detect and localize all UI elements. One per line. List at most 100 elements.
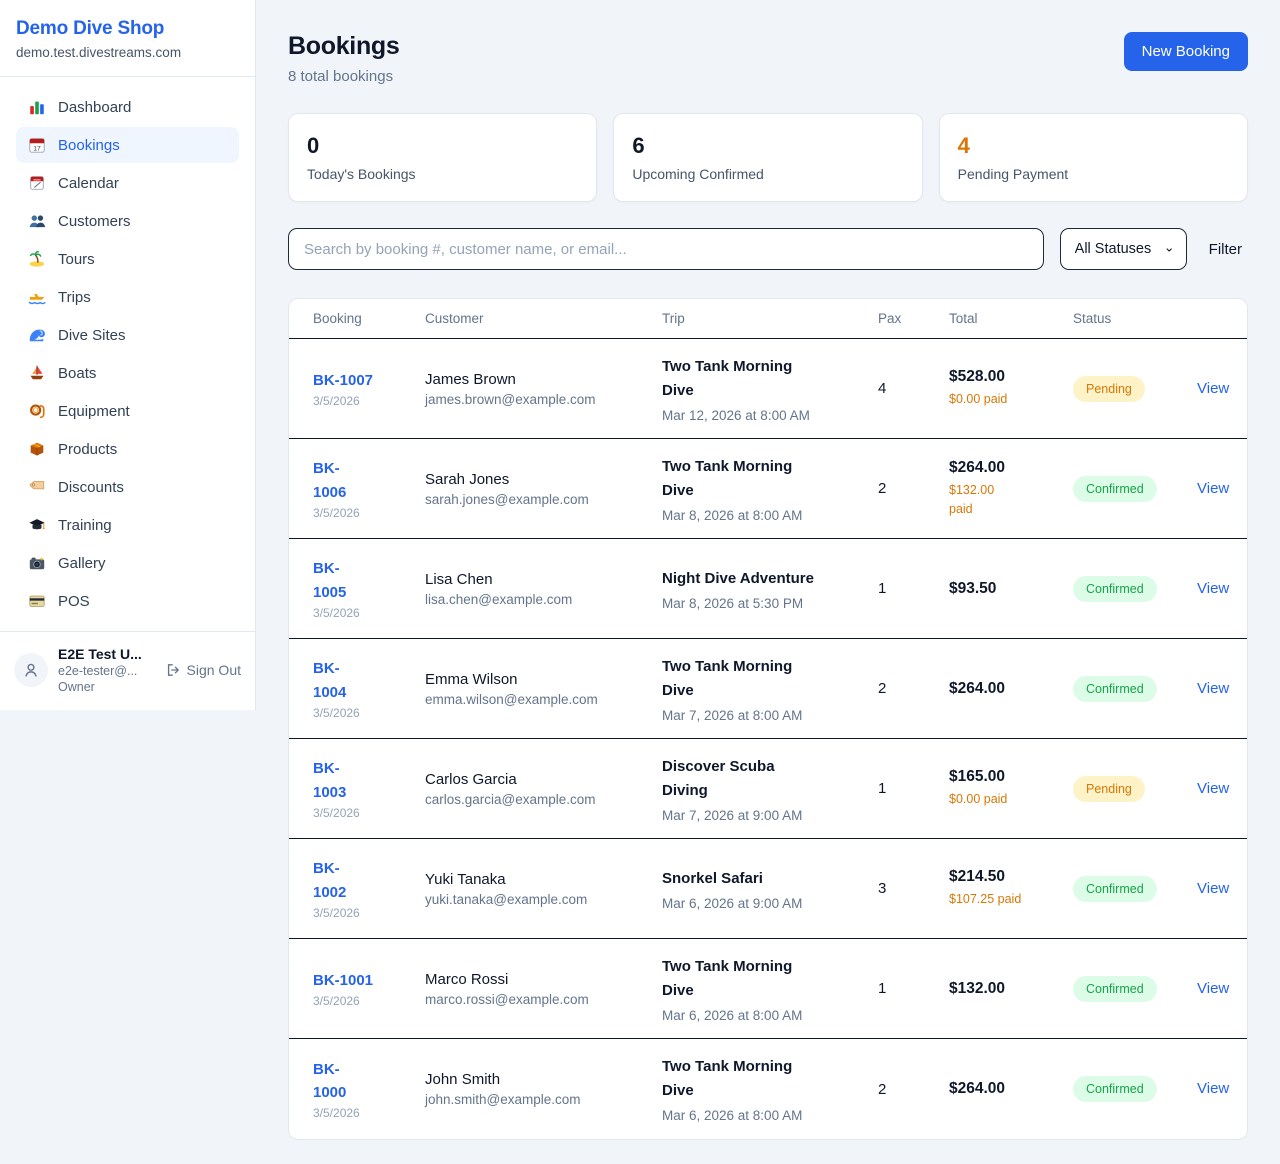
status-badge: Confirmed — [1073, 475, 1157, 502]
bookings-icon: 17 — [28, 136, 46, 154]
view-link[interactable]: View — [1197, 779, 1230, 797]
sidebar-item-gallery[interactable]: Gallery — [16, 545, 239, 581]
sidebar-item-label: Dive Sites — [58, 326, 126, 344]
booking-id-link[interactable]: BK- 1000 — [313, 1060, 347, 1101]
pax-count: 2 — [878, 1080, 887, 1098]
booking-id-link[interactable]: BK- 1004 — [313, 660, 347, 701]
customer-email: yuki.tanaka@example.com — [425, 891, 588, 907]
sidebar-item-bookings[interactable]: 17 Bookings — [16, 127, 239, 163]
customer-name: James Brown — [425, 370, 516, 388]
customer-cell: Emma Wilson emma.wilson@example.com — [425, 671, 662, 707]
equipment-icon — [28, 402, 46, 420]
trip-cell: Two Tank Morning Dive Mar 12, 2026 at 8:0… — [662, 355, 878, 423]
trip-name: Two Tank Morning Dive — [662, 657, 793, 699]
trip-datetime: Mar 6, 2026 at 8:00 AM — [662, 1007, 803, 1023]
view-link[interactable]: View — [1197, 379, 1230, 397]
column-header-pax: Pax — [878, 311, 902, 326]
sidebar-item-training[interactable]: Training — [16, 507, 239, 543]
booking-cell: BK-1001 3/5/2026 — [313, 969, 425, 1008]
sidebar-item-label: Boats — [58, 364, 97, 382]
booking-cell: BK- 1005 3/5/2026 — [313, 557, 425, 620]
sidebar-item-tours[interactable]: Tours — [16, 241, 239, 277]
sidebar-item-discounts[interactable]: Discounts — [16, 469, 239, 505]
new-booking-button[interactable]: New Booking — [1123, 32, 1248, 71]
table-row: BK-1001 3/5/2026 Marco Rossi marco.rossi@ex… — [289, 939, 1247, 1039]
shop-header: Demo Dive Shop demo.test.divestreams.com — [0, 0, 255, 77]
view-cell: View — [1197, 580, 1229, 598]
status-badge: Confirmed — [1073, 575, 1157, 602]
sidebar-item-customers[interactable]: Customers — [16, 203, 239, 239]
booking-cell: BK- 1000 3/5/2026 — [313, 1058, 425, 1121]
status-badge: Confirmed — [1073, 875, 1157, 902]
sidebar-item-pos[interactable]: POS — [16, 583, 239, 619]
sidebar-item-label: Discounts — [58, 478, 124, 496]
customer-cell: Yuki Tanaka yuki.tanaka@example.com — [425, 871, 662, 907]
total-amount: $214.50 — [949, 868, 1006, 886]
stat-value: 0 — [307, 133, 320, 158]
status-badge: Pending — [1073, 775, 1145, 802]
customer-email: sarah.jones@example.com — [425, 491, 589, 507]
trip-cell: Two Tank Morning Dive Mar 7, 2026 at 8:00… — [662, 655, 878, 723]
user-meta: E2E Test U... e2e-tester@... Owner — [58, 646, 155, 694]
bookings-table: Booking Customer Trip Pax Total Status B… — [288, 298, 1248, 1140]
total-amount: $264.00 — [949, 458, 1006, 476]
booking-date: 3/5/2026 — [313, 905, 360, 920]
view-link[interactable]: View — [1197, 479, 1230, 497]
sign-out-button[interactable]: Sign Out — [165, 662, 241, 678]
view-link[interactable]: View — [1197, 579, 1230, 597]
booking-id-link[interactable]: BK- 1003 — [313, 760, 347, 801]
sidebar: Demo Dive Shop demo.test.divestreams.com… — [0, 0, 256, 710]
total-cell: $264.00 $132.00 paid — [949, 459, 1073, 519]
sidebar-item-trips[interactable]: Trips — [16, 279, 239, 315]
customer-cell: John Smith john.smith@example.com — [425, 1071, 662, 1107]
shop-domain: demo.test.divestreams.com — [16, 45, 182, 60]
view-link[interactable]: View — [1197, 879, 1230, 897]
sidebar-item-dashboard[interactable]: Dashboard — [16, 89, 239, 125]
total-amount: $93.50 — [949, 579, 997, 597]
booking-id-link[interactable]: BK-1007 — [313, 371, 374, 389]
status-cell: Pending — [1073, 375, 1197, 402]
sidebar-item-products[interactable]: Products — [16, 431, 239, 467]
table-body: BK-1007 3/5/2026 James Brown james.brown@ex… — [289, 339, 1247, 1139]
total-cell: $165.00 $0.00 paid — [949, 768, 1073, 809]
customer-email: emma.wilson@example.com — [425, 691, 598, 707]
booking-id-link[interactable]: BK- 1005 — [313, 560, 347, 601]
customers-icon — [28, 212, 46, 230]
pos-icon — [28, 592, 46, 610]
page-header: Bookings 8 total bookings New Booking — [288, 32, 1248, 85]
sidebar-item-label: Tours — [58, 250, 95, 268]
total-amount: $264.00 — [949, 679, 1006, 697]
booking-id-link[interactable]: BK- 1002 — [313, 860, 347, 901]
trip-cell: Discover Scuba Diving Mar 7, 2026 at 9:00… — [662, 755, 878, 823]
sidebar-item-boats[interactable]: Boats — [16, 355, 239, 391]
booking-cell: BK-1007 3/5/2026 — [313, 369, 425, 408]
stat-value: 4 — [957, 133, 970, 158]
view-link[interactable]: View — [1197, 979, 1230, 997]
sign-out-label: Sign Out — [186, 662, 241, 678]
customer-cell: Marco Rossi marco.rossi@example.com — [425, 971, 662, 1007]
total-cell: $214.50 $107.25 paid — [949, 868, 1073, 909]
boats-icon — [28, 364, 46, 382]
booking-id-link[interactable]: BK-1001 — [313, 971, 374, 989]
sidebar-item-label: Dashboard — [58, 98, 132, 116]
training-icon — [28, 516, 46, 534]
filter-button[interactable]: Filter — [1203, 241, 1248, 258]
customer-name: Marco Rossi — [425, 970, 509, 988]
customer-cell: Lisa Chen lisa.chen@example.com — [425, 571, 662, 607]
sidebar-item-dive-sites[interactable]: Dive Sites — [16, 317, 239, 353]
status-cell: Confirmed — [1073, 675, 1197, 702]
view-cell: View — [1197, 680, 1229, 698]
status-filter-select[interactable]: All Statuses — [1059, 228, 1187, 270]
status-cell: Confirmed — [1073, 575, 1197, 602]
search-input[interactable] — [288, 228, 1044, 270]
customer-name: Carlos Garcia — [425, 770, 517, 788]
sidebar-item-calendar[interactable]: Calendar — [16, 165, 239, 201]
sidebar-item-label: Trips — [58, 288, 91, 306]
sidebar-item-label: Calendar — [58, 174, 119, 192]
booking-id-link[interactable]: BK- 1006 — [313, 460, 347, 501]
pax-count: 2 — [878, 680, 887, 697]
sidebar-item-equipment[interactable]: Equipment — [16, 393, 239, 429]
view-link[interactable]: View — [1197, 1080, 1230, 1097]
booking-cell: BK- 1002 3/5/2026 — [313, 857, 425, 920]
view-link[interactable]: View — [1197, 679, 1230, 697]
